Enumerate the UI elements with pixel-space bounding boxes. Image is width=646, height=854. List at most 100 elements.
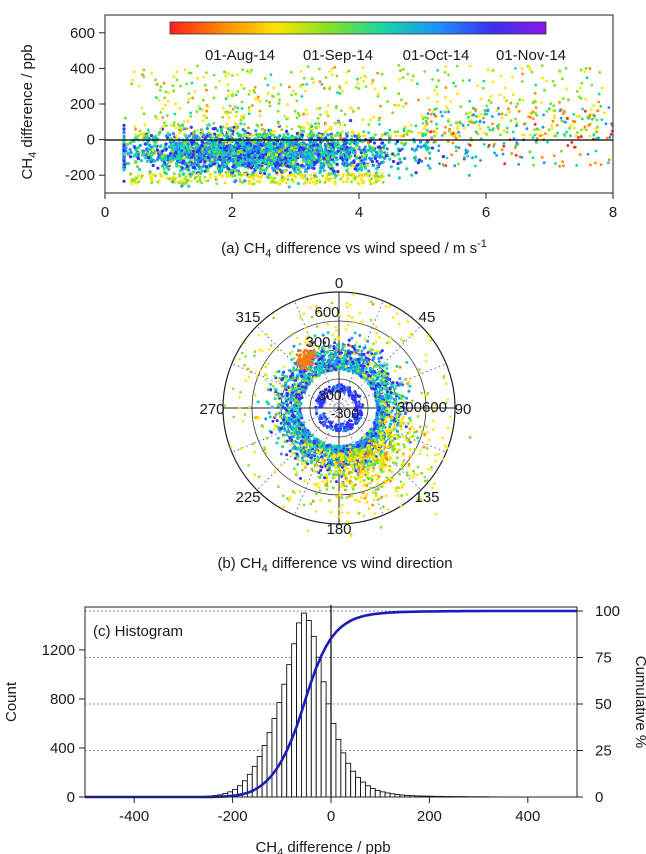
- scatter-point: [136, 174, 140, 178]
- scatter-point: [270, 94, 274, 98]
- scatter-point: [297, 125, 301, 128]
- scatter-point: [308, 133, 312, 137]
- scatter-point: [279, 148, 283, 152]
- scatter-point: [203, 160, 207, 164]
- scatter-point: [394, 104, 397, 108]
- scatter-point: [156, 166, 160, 170]
- scatter-point: [424, 141, 428, 145]
- scatter-point: [179, 84, 182, 88]
- scatter-point: [527, 115, 530, 118]
- scatter-point: [468, 79, 471, 82]
- scatter-point: [134, 136, 138, 140]
- scatter-point: [201, 140, 205, 145]
- scatter-point: [547, 128, 551, 132]
- scatter-point: [135, 176, 139, 180]
- scatter-point: [265, 175, 269, 179]
- scatter-point: [305, 155, 309, 159]
- scatter-point: [164, 142, 168, 146]
- scatter-point: [350, 148, 354, 152]
- scatter-point: [357, 132, 361, 135]
- scatter-point: [432, 130, 436, 133]
- scatter-point: [210, 148, 214, 152]
- scatter-point: [322, 157, 326, 161]
- scatter-point: [543, 88, 546, 92]
- x-tick-label: 4: [355, 204, 363, 221]
- scatter-point: [258, 146, 262, 150]
- scatter-point: [208, 172, 212, 176]
- scatter-point: [249, 146, 253, 150]
- scatter-point: [154, 78, 157, 82]
- scatter-point: [531, 110, 535, 113]
- scatter-point: [261, 166, 265, 170]
- scatter-point: [178, 107, 182, 110]
- scatter-point: [317, 124, 321, 128]
- scatter-point: [579, 86, 582, 90]
- scatter-point: [170, 177, 174, 181]
- scatter-point: [288, 152, 292, 156]
- y-tick-label: 200: [70, 96, 95, 113]
- scatter-point: [249, 166, 254, 170]
- scatter-point: [293, 145, 298, 149]
- scatter-point: [235, 73, 239, 77]
- scatter-point: [302, 182, 306, 186]
- polar-point: [350, 336, 354, 340]
- scatter-point: [202, 133, 206, 137]
- scatter-point: [556, 131, 559, 135]
- scatter-point: [454, 84, 457, 88]
- scatter-point: [272, 151, 276, 155]
- scatter-point: [377, 179, 381, 182]
- scatter-point: [503, 162, 507, 166]
- scatter-point: [245, 142, 249, 146]
- scatter-point: [534, 106, 538, 110]
- scatter-point: [424, 133, 427, 137]
- scatter-point: [301, 125, 305, 129]
- scatter-point: [361, 134, 364, 138]
- scatter-point: [580, 81, 584, 85]
- scatter-point: [152, 144, 156, 148]
- scatter-point: [362, 130, 366, 134]
- scatter-point: [562, 132, 566, 136]
- scatter-point: [418, 140, 423, 144]
- scatter-point: [128, 155, 133, 159]
- scatter-point: [356, 175, 359, 179]
- panel-a-colorbar: [169, 21, 547, 35]
- scatter-point: [229, 111, 233, 114]
- scatter-point: [391, 159, 396, 164]
- scatter-point: [146, 134, 149, 138]
- scatter-point: [147, 131, 151, 134]
- scatter-point: [243, 179, 247, 183]
- scatter-point: [236, 152, 240, 156]
- scatter-point: [479, 112, 483, 116]
- scatter-point: [122, 151, 126, 156]
- scatter-point: [285, 129, 289, 133]
- scatter-point: [461, 79, 465, 82]
- scatter-point: [328, 145, 332, 149]
- scatter-point: [534, 83, 538, 87]
- scatter-point: [223, 70, 226, 74]
- scatter-point: [558, 100, 561, 104]
- scatter-point: [164, 156, 168, 160]
- scatter-point: [399, 160, 403, 164]
- scatter-point: [441, 163, 445, 167]
- scatter-point: [185, 82, 189, 86]
- scatter-point: [322, 161, 326, 165]
- scatter-point: [231, 94, 234, 98]
- scatter-point: [319, 113, 322, 116]
- scatter-point: [553, 134, 557, 138]
- scatter-point: [323, 180, 327, 184]
- scatter-point: [577, 136, 580, 139]
- scatter-point: [243, 133, 246, 136]
- scatter-point: [148, 173, 152, 176]
- scatter-point: [486, 68, 490, 72]
- scatter-point: [154, 140, 158, 144]
- scatter-point: [366, 163, 370, 168]
- scatter-point: [446, 107, 450, 111]
- scatter-point: [470, 121, 474, 124]
- scatter-point: [293, 170, 297, 174]
- scatter-point: [158, 172, 162, 176]
- scatter-point: [256, 97, 260, 101]
- scatter-point: [140, 174, 144, 178]
- scatter-point: [521, 133, 524, 137]
- scatter-point: [162, 153, 166, 157]
- scatter-point: [200, 144, 204, 148]
